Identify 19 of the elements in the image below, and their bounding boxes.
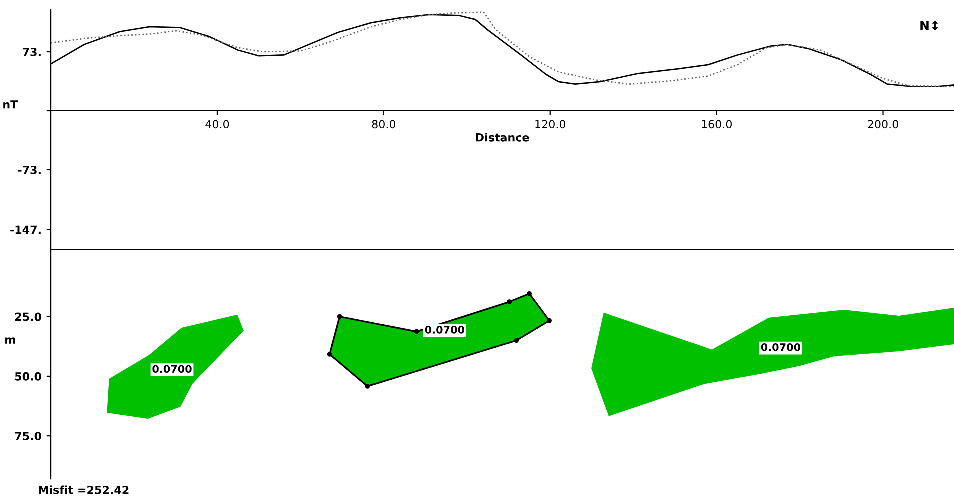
y-axis-title: m xyxy=(6,338,16,344)
annotation: N↕ xyxy=(920,21,938,30)
x-axis-title: Distance xyxy=(476,133,530,142)
text: Misfit =252.42 xyxy=(39,486,129,494)
y-tick-label: 50.0 xyxy=(15,372,42,381)
y-axis-title: nT xyxy=(4,100,18,109)
annotation: 0.0700 xyxy=(425,326,465,334)
x-tick-label: 40.0 xyxy=(206,120,230,129)
y-tick-label: 73. xyxy=(23,48,41,56)
annotation: 0.0700 xyxy=(152,365,192,374)
annotation: 0.0700 xyxy=(761,343,801,352)
x-tick-label: 120.0 xyxy=(536,120,566,129)
y-tick-label: -147. xyxy=(10,226,41,234)
y-tick-label: 25.0 xyxy=(15,312,42,322)
y-tick-label: -73. xyxy=(18,166,41,174)
x-tick-label: 200.0 xyxy=(868,120,898,129)
x-tick-label: 160.0 xyxy=(702,120,732,129)
y-tick-label: 75.0 xyxy=(15,432,42,440)
x-tick-label: 80.0 xyxy=(372,120,396,129)
